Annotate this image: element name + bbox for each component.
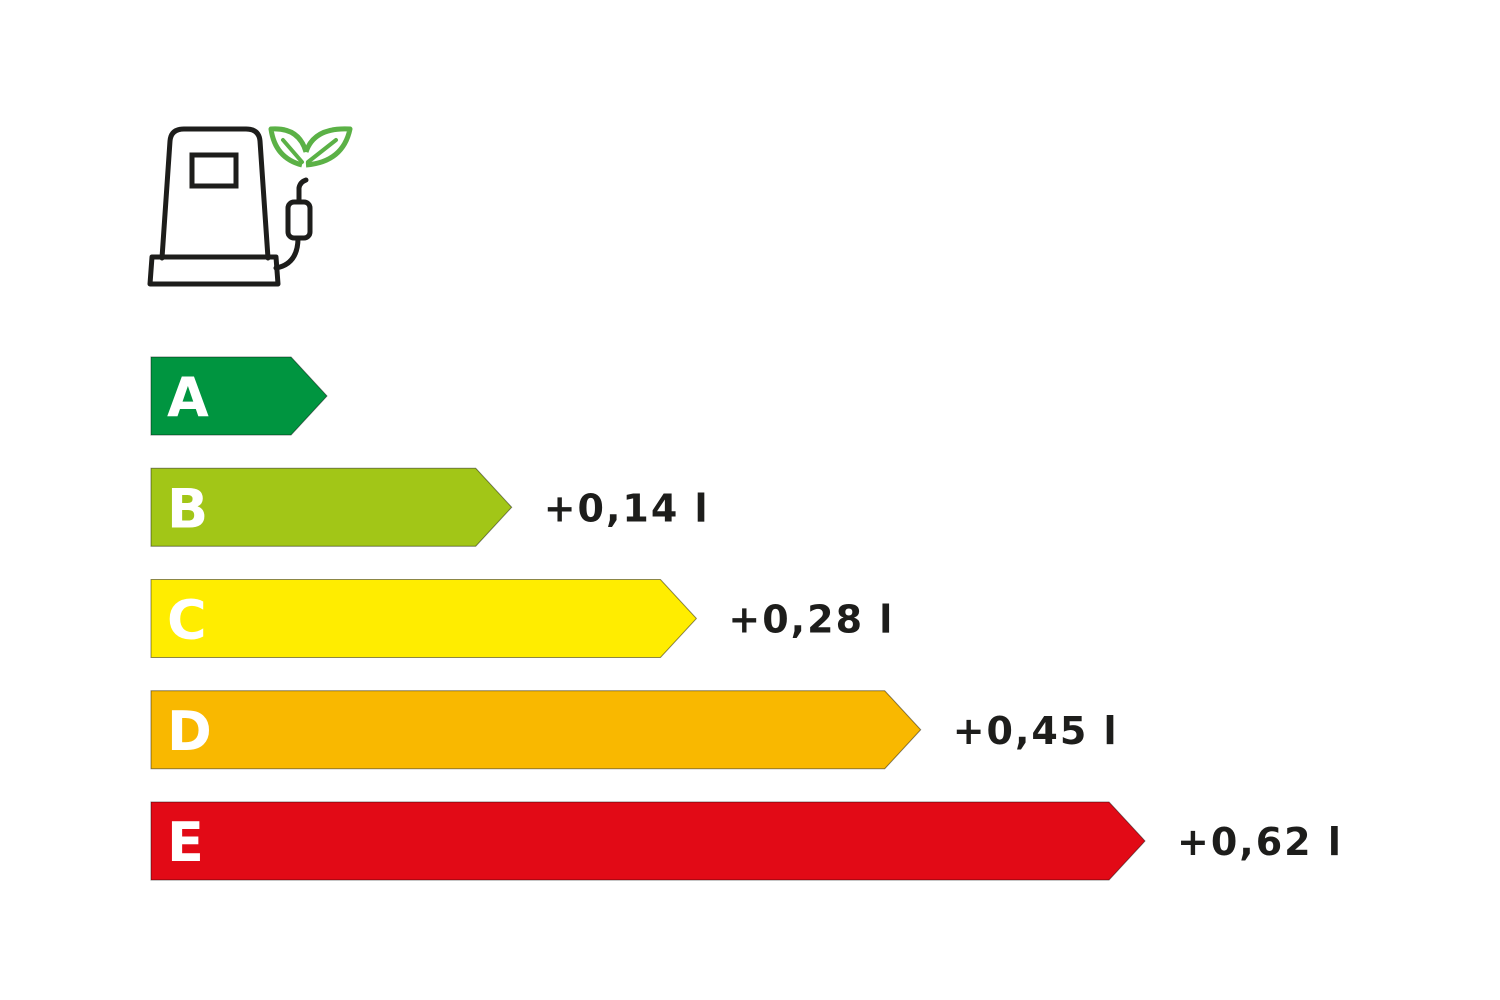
bar-e	[150, 801, 1146, 881]
fuel-pump-nozzle	[285, 199, 313, 241]
fuel-pump-with-leaves-icon	[147, 126, 353, 287]
fuel-pump-hose	[273, 235, 301, 271]
class-letter-b: B	[167, 477, 208, 540]
class-letter-c: C	[167, 589, 207, 652]
value-label-b: +0,14 l	[544, 486, 710, 530]
fuel-pump-base	[147, 254, 281, 287]
bar-c	[150, 579, 698, 658]
class-letter-d: D	[167, 700, 212, 763]
leaf-vein-right	[306, 138, 338, 164]
fuel-pump-nozzle-neck	[296, 177, 309, 205]
fuel-pump-display	[189, 152, 239, 189]
class-letter-a: A	[167, 366, 209, 429]
leaf-right	[303, 126, 353, 168]
class-letter-e: E	[167, 811, 204, 874]
fuel-pump-body	[159, 126, 271, 261]
value-label-d: +0,45 l	[953, 709, 1119, 753]
leaf-left	[268, 126, 309, 168]
bar-a	[150, 356, 328, 436]
leaf-vein-left	[281, 138, 304, 164]
energy-class-bars: AB +0,14 l C +0,28 l D +0,45 l E +0,62 l	[150, 356, 1343, 881]
value-label-c: +0,28 l	[728, 598, 894, 642]
bar-d	[150, 690, 922, 770]
value-label-e: +0,62 l	[1177, 820, 1343, 864]
bar-b	[150, 467, 513, 547]
